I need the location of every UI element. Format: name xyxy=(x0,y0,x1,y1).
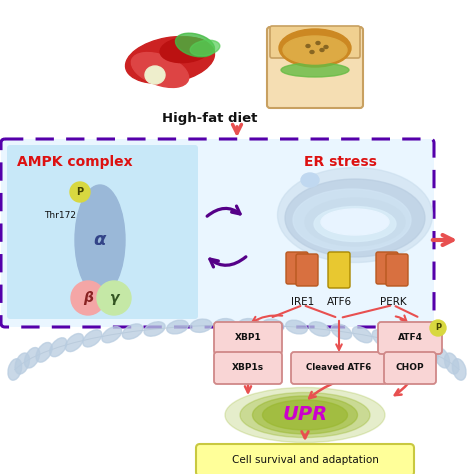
Text: CHOP: CHOP xyxy=(396,364,424,373)
Ellipse shape xyxy=(324,46,328,48)
Text: ATF4: ATF4 xyxy=(398,334,422,343)
Ellipse shape xyxy=(434,347,449,368)
Ellipse shape xyxy=(25,347,40,368)
Ellipse shape xyxy=(263,400,347,430)
Text: Cell survival and adaptation: Cell survival and adaptation xyxy=(232,455,378,465)
FancyBboxPatch shape xyxy=(270,26,360,58)
FancyBboxPatch shape xyxy=(214,352,282,384)
Ellipse shape xyxy=(279,29,351,67)
Ellipse shape xyxy=(131,53,189,87)
Text: Thr172: Thr172 xyxy=(44,210,76,219)
Ellipse shape xyxy=(293,189,411,251)
Ellipse shape xyxy=(240,392,370,438)
Ellipse shape xyxy=(407,338,424,357)
Ellipse shape xyxy=(36,342,52,362)
Ellipse shape xyxy=(305,198,405,246)
Text: AMPK complex: AMPK complex xyxy=(17,155,133,169)
FancyBboxPatch shape xyxy=(378,322,442,354)
Text: γ: γ xyxy=(109,291,119,305)
Text: P: P xyxy=(435,323,441,332)
FancyBboxPatch shape xyxy=(328,252,350,288)
Ellipse shape xyxy=(331,324,352,339)
Ellipse shape xyxy=(372,330,391,347)
Ellipse shape xyxy=(190,40,220,56)
Ellipse shape xyxy=(316,42,320,45)
Ellipse shape xyxy=(285,179,425,257)
Text: XBP1s: XBP1s xyxy=(232,364,264,373)
Ellipse shape xyxy=(102,327,122,343)
Text: β: β xyxy=(83,291,93,305)
Text: UPR: UPR xyxy=(283,405,328,425)
Ellipse shape xyxy=(97,281,131,315)
FancyBboxPatch shape xyxy=(1,139,434,327)
FancyBboxPatch shape xyxy=(267,27,363,108)
Ellipse shape xyxy=(320,48,324,52)
Ellipse shape xyxy=(321,209,389,235)
Ellipse shape xyxy=(253,396,357,434)
Ellipse shape xyxy=(50,338,67,357)
Text: IRE1: IRE1 xyxy=(292,297,315,307)
Ellipse shape xyxy=(8,359,22,380)
Ellipse shape xyxy=(430,320,446,336)
Ellipse shape xyxy=(225,388,385,443)
Ellipse shape xyxy=(445,353,459,374)
Ellipse shape xyxy=(306,45,310,47)
Text: Cleaved ATF6: Cleaved ATF6 xyxy=(306,364,372,373)
Ellipse shape xyxy=(262,319,284,332)
Ellipse shape xyxy=(286,320,307,334)
Ellipse shape xyxy=(283,36,347,64)
Ellipse shape xyxy=(144,322,165,336)
Ellipse shape xyxy=(75,185,125,295)
Ellipse shape xyxy=(277,167,432,263)
FancyBboxPatch shape xyxy=(214,322,282,354)
Ellipse shape xyxy=(65,334,83,352)
Ellipse shape xyxy=(238,319,260,332)
Ellipse shape xyxy=(160,37,210,63)
FancyBboxPatch shape xyxy=(296,254,318,286)
Ellipse shape xyxy=(391,334,409,352)
Ellipse shape xyxy=(281,63,349,77)
Text: PERK: PERK xyxy=(380,297,406,307)
Ellipse shape xyxy=(190,319,212,332)
Ellipse shape xyxy=(122,324,143,339)
Ellipse shape xyxy=(214,319,236,332)
Text: ATF6: ATF6 xyxy=(327,297,352,307)
Ellipse shape xyxy=(314,207,396,241)
FancyBboxPatch shape xyxy=(196,444,414,474)
Ellipse shape xyxy=(422,342,438,362)
Ellipse shape xyxy=(126,36,215,83)
Ellipse shape xyxy=(310,51,314,54)
Text: XBP1: XBP1 xyxy=(235,334,261,343)
Ellipse shape xyxy=(83,330,102,347)
FancyBboxPatch shape xyxy=(7,145,198,319)
Ellipse shape xyxy=(167,320,188,334)
Text: α: α xyxy=(94,231,106,249)
Ellipse shape xyxy=(15,353,29,374)
FancyBboxPatch shape xyxy=(291,352,387,384)
Ellipse shape xyxy=(175,33,215,57)
Ellipse shape xyxy=(70,182,90,202)
Text: P: P xyxy=(76,187,83,197)
Ellipse shape xyxy=(309,322,330,336)
FancyBboxPatch shape xyxy=(384,352,436,384)
FancyBboxPatch shape xyxy=(386,254,408,286)
FancyBboxPatch shape xyxy=(286,252,308,284)
Text: High-fat diet: High-fat diet xyxy=(162,111,258,125)
Ellipse shape xyxy=(145,66,165,84)
Ellipse shape xyxy=(352,327,372,343)
FancyBboxPatch shape xyxy=(376,252,398,284)
Text: ER stress: ER stress xyxy=(303,155,376,169)
Ellipse shape xyxy=(452,359,466,380)
Ellipse shape xyxy=(301,173,319,187)
Ellipse shape xyxy=(71,281,105,315)
